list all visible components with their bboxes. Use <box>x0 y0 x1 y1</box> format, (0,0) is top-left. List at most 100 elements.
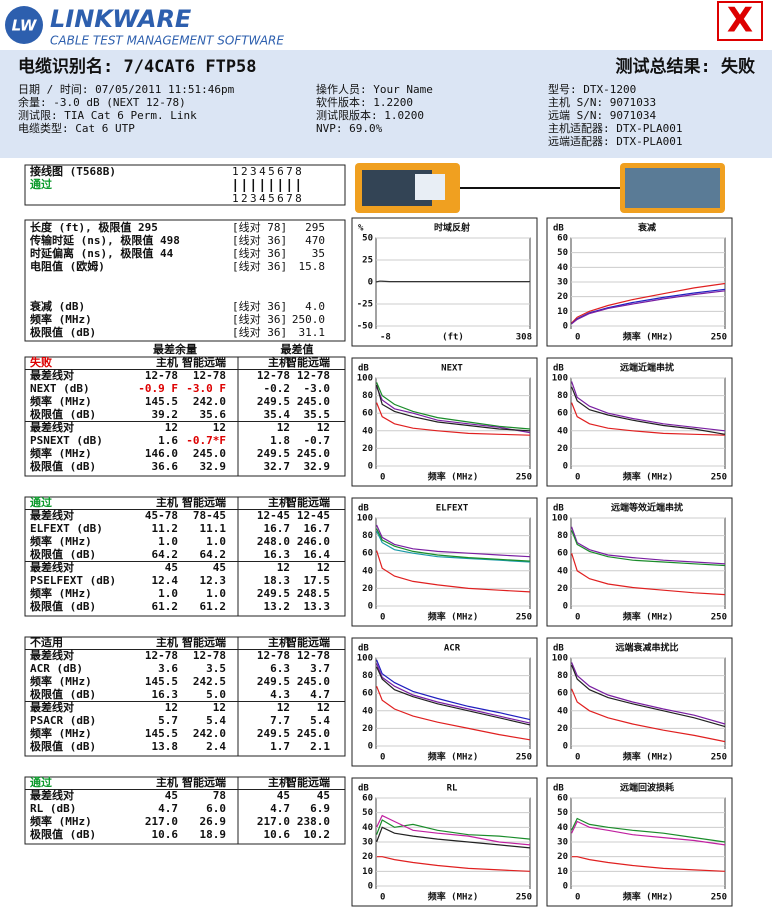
trace <box>571 402 726 436</box>
table-cell: 242.0 <box>193 727 226 740</box>
info-line: 软件版本: 1.2200 <box>316 95 413 109</box>
chart-frame <box>351 217 538 347</box>
table-row-label: 最差线对 <box>30 648 74 662</box>
chart-frame <box>351 637 538 767</box>
table-cell: 12 <box>317 561 330 574</box>
trace <box>376 528 531 562</box>
y-tick-label: 0 <box>368 882 373 892</box>
table-cell: 1.8 <box>270 434 290 447</box>
y-tick-label: 40 <box>557 706 568 716</box>
y-tick-label: 60 <box>362 549 373 559</box>
chart-frame <box>546 357 733 487</box>
x-axis-label: 频率 (MHz) <box>428 611 479 623</box>
table-cell: 12 <box>317 701 330 714</box>
y-tick-label: 40 <box>362 426 373 436</box>
y-tick-label: 80 <box>362 391 373 401</box>
y-unit: dB <box>358 364 369 374</box>
table-col-head: 智能远端 <box>286 495 330 509</box>
x-tick-label: 250 <box>711 753 727 763</box>
x-tick-label: 250 <box>711 333 727 343</box>
y-tick-label: 40 <box>557 426 568 436</box>
x-tick-label: 0 <box>380 753 385 763</box>
y-tick-label: 50 <box>362 234 373 244</box>
y-tick-label: 0 <box>563 462 568 472</box>
y-unit: dB <box>553 784 564 794</box>
trace <box>571 664 726 728</box>
table-cell: 5.0 <box>206 688 226 701</box>
table-cell: 12-45 <box>297 509 330 522</box>
table-row-label: RL (dB) <box>30 802 76 815</box>
trace <box>571 530 726 567</box>
fail-box <box>717 1 763 41</box>
trace <box>571 820 726 846</box>
chart-title: 远端回波损耗 <box>620 782 674 794</box>
info-line: 型号: DTX-1200 <box>548 82 636 96</box>
y-tick-label: 0 <box>368 278 373 288</box>
length-label: 时延偏离 (ns), 极限值 44 <box>30 246 174 260</box>
table-cell: 64.2 <box>152 548 179 561</box>
y-tick-label: 60 <box>362 794 373 804</box>
x-axis-label: 频率 (MHz) <box>623 611 674 623</box>
wiremap-box <box>24 164 346 206</box>
table-cell: 35.5 <box>304 408 331 421</box>
table-row-label: 频率 (MHz) <box>30 534 92 548</box>
x-tick-label: 0 <box>575 473 580 483</box>
table-cell: 249.5 <box>257 587 290 600</box>
y-tick-label: 100 <box>357 514 373 524</box>
y-tick-label: 0 <box>563 742 568 752</box>
overall-result: 测试总结果: 失败 <box>616 56 755 77</box>
table-col-head: 主机 <box>156 775 178 789</box>
chart-title: 远端近端串扰 <box>620 362 674 374</box>
length-pair: [线对 36] <box>232 312 287 326</box>
table-cell: 45 <box>165 561 178 574</box>
trace <box>376 384 531 432</box>
x-axis-label: 频率 (MHz) <box>623 331 674 343</box>
table-cell: 16.4 <box>304 548 331 561</box>
table-cell: 45 <box>213 561 226 574</box>
table-row-label: 极限值 (dB) <box>30 599 96 613</box>
trace <box>376 386 531 434</box>
table-cell: -0.7 <box>304 434 331 447</box>
logo: LW <box>12 17 38 35</box>
info-line: 远端 S/N: 9071034 <box>548 109 656 122</box>
x-tick-label: 0 <box>575 333 580 343</box>
table-cell: 12 <box>213 421 226 434</box>
y-tick-label: 40 <box>362 823 373 833</box>
table-col-head: 主机 <box>268 355 290 369</box>
table-cell: 6.0 <box>206 802 226 815</box>
table-cell: 10.6 <box>152 828 179 841</box>
trace <box>376 814 531 846</box>
table-cell: -0.7*F <box>186 434 226 447</box>
x-axis-label: 频率 (MHz) <box>623 891 674 903</box>
y-tick-label: 80 <box>557 391 568 401</box>
table-cell: 249.5 <box>257 395 290 408</box>
x-tick-label: 0 <box>380 893 385 903</box>
x-tick-label: -8 <box>380 333 391 343</box>
table-box <box>24 496 346 617</box>
table-col-head: 主机 <box>156 635 178 649</box>
info-line: NVP: 69.0% <box>316 122 383 135</box>
table-cell: 5.4 <box>310 714 330 727</box>
y-tick-label: 40 <box>557 566 568 576</box>
table-cell: 145.5 <box>145 395 178 408</box>
table-row-label: 极限值 (dB) <box>30 739 96 753</box>
info-line: 电缆类型: Cat 6 UTP <box>18 121 135 135</box>
table-row-label: 最差线对 <box>30 560 74 574</box>
trace <box>376 550 531 593</box>
table-head: 最差值 <box>281 342 314 356</box>
table-cell: 12-78 <box>297 369 330 382</box>
table-cell: 4.7 <box>310 688 330 701</box>
trace <box>571 856 726 872</box>
table-cell: 17.5 <box>304 574 331 587</box>
length-value: 470 <box>305 234 325 247</box>
table-cell: 18.9 <box>200 828 227 841</box>
trace <box>571 688 726 743</box>
info-line: 余量: -3.0 dB (NEXT 12-78) <box>18 95 186 109</box>
y-tick-label: 80 <box>362 671 373 681</box>
y-tick-label: 20 <box>362 444 373 454</box>
table-row-label: 频率 (MHz) <box>30 726 92 740</box>
table-box <box>24 776 346 845</box>
y-tick-label: 100 <box>552 374 568 384</box>
table-row-label: 频率 (MHz) <box>30 446 92 460</box>
table-cell: 39.2 <box>152 408 179 421</box>
